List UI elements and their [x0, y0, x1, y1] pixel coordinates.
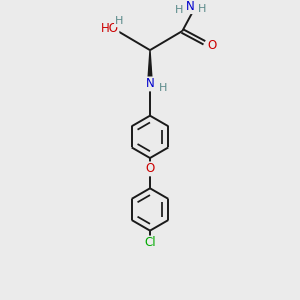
Text: O: O — [207, 39, 216, 52]
Text: O: O — [146, 162, 154, 176]
Text: H: H — [115, 16, 123, 26]
Text: H: H — [159, 83, 167, 93]
Text: H: H — [198, 4, 206, 14]
Text: H: H — [175, 5, 183, 15]
Text: Cl: Cl — [144, 236, 156, 250]
Text: N: N — [186, 0, 195, 13]
Text: N: N — [146, 77, 154, 90]
Polygon shape — [148, 50, 152, 78]
Text: HO: HO — [100, 22, 118, 34]
